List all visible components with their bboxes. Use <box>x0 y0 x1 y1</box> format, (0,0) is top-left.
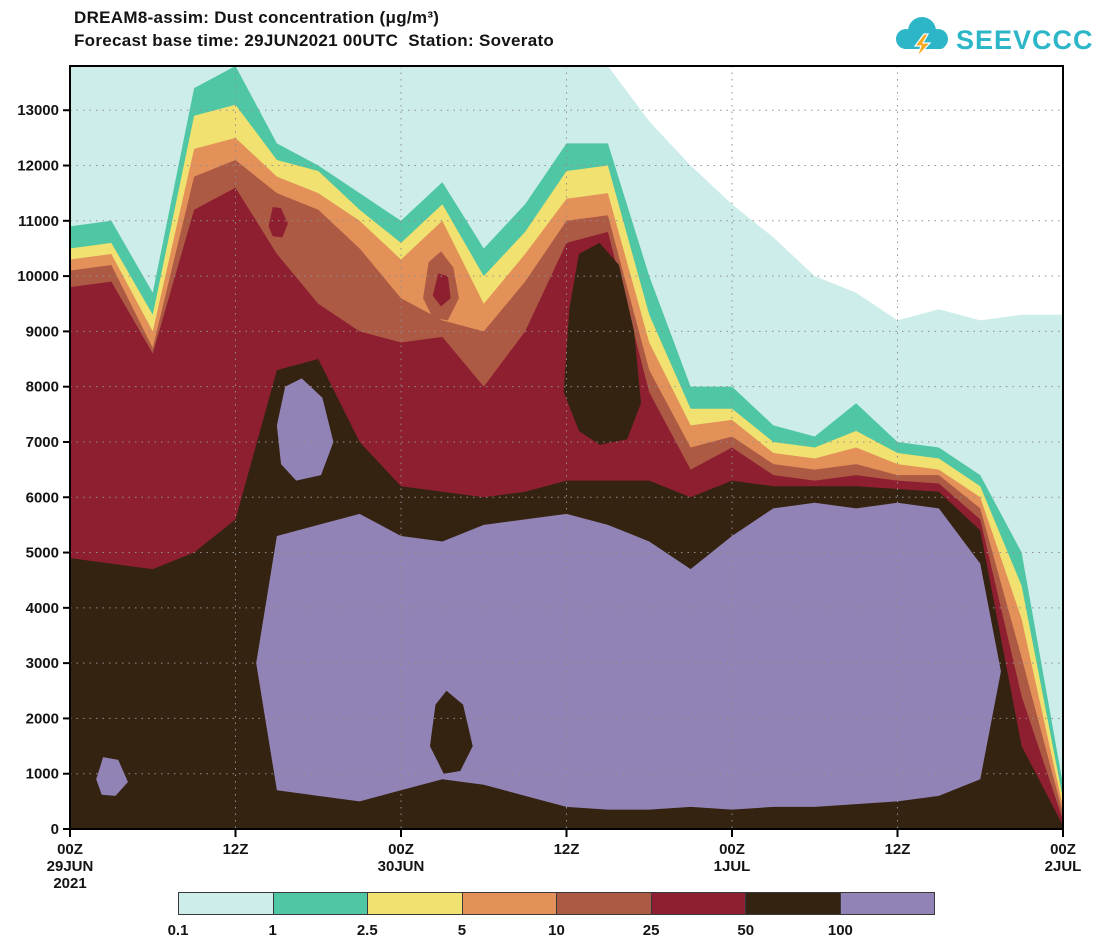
colorbar-labels: 0.1 1 2.5 5 10 25 50 100 <box>168 922 958 942</box>
colorbar-label: 0.1 <box>167 922 189 939</box>
y-tick-label: 4000 <box>26 600 59 617</box>
colorbar-segment-50 <box>745 892 841 915</box>
lightning-bolt-icon <box>913 33 932 58</box>
colorbar <box>178 892 935 915</box>
colorbar-label: 1 <box>268 922 277 939</box>
y-tick-label: 2000 <box>26 710 59 727</box>
colorbar-label: 100 <box>827 922 853 939</box>
dark-brown-core-aloft <box>563 242 641 445</box>
colorbar-label: 50 <box>737 922 755 939</box>
x-tick-label: 2021 <box>53 875 86 892</box>
y-tick-label: 5000 <box>26 545 59 562</box>
x-tick-label: 12Z <box>223 841 249 858</box>
colorbar-label: 2.5 <box>356 922 378 939</box>
x-tick-label: 2JUL <box>1045 858 1082 875</box>
colorbar-segment-2.5 <box>367 892 463 915</box>
purple-spot-low-left <box>96 757 128 796</box>
x-tick-label: 29JUN <box>47 858 94 875</box>
seevccc-logo: SEEVCCC <box>896 17 1094 58</box>
x-tick-label: 00Z <box>1050 841 1076 858</box>
purple-lobe-aloft <box>276 378 334 481</box>
x-tick-label: 12Z <box>554 841 580 858</box>
y-tick-label: 10000 <box>17 268 59 285</box>
y-tick-label: 12000 <box>17 158 59 175</box>
x-tick-label: 00Z <box>57 841 83 858</box>
x-tick-label: 00Z <box>719 841 745 858</box>
colorbar-label: 5 <box>457 922 467 939</box>
y-tick-label: 0 <box>51 821 59 838</box>
x-tick-label: 00Z <box>388 841 414 858</box>
colorbar-label: 25 <box>642 922 660 939</box>
colorbar-segment-10 <box>556 892 652 915</box>
colorbar-label: 10 <box>548 922 565 939</box>
chart-subtitle: Forecast base time: 29JUN2021 00UTC Stat… <box>74 31 555 50</box>
chart-title: DREAM8-assim: Dust concentration (μg/m³) <box>74 8 440 27</box>
y-tick-label: 13000 <box>17 102 59 119</box>
colorbar-segment-100 <box>839 892 935 915</box>
colorbar-segment-5 <box>461 892 557 915</box>
x-tick-label: 1JUL <box>714 858 751 875</box>
maroon-spot-11000m <box>268 206 288 238</box>
contour-fills <box>70 66 1063 829</box>
y-tick-label: 6000 <box>26 489 59 506</box>
colorbar-segment-1 <box>272 892 368 915</box>
colorbar-segment-25 <box>650 892 746 915</box>
axis-ticks <box>63 109 1064 837</box>
maroon-eye-10000m <box>432 273 451 307</box>
dark-brown-pocket-low <box>429 690 473 774</box>
x-tick-label: 30JUN <box>378 858 425 875</box>
y-tick-label: 8000 <box>26 379 59 396</box>
x-tick-label: 12Z <box>885 841 911 858</box>
logo-text: SEEVCCC <box>956 25 1094 55</box>
cloud-icon <box>896 17 948 58</box>
y-tick-label: 11000 <box>18 213 59 230</box>
y-tick-label: 3000 <box>26 655 59 672</box>
colorbar-segment-0.1 <box>178 892 274 915</box>
y-tick-label: 9000 <box>26 323 59 340</box>
contour-area-100 <box>256 502 1001 810</box>
y-tick-label: 1000 <box>26 766 59 783</box>
y-tick-label: 7000 <box>26 434 59 451</box>
